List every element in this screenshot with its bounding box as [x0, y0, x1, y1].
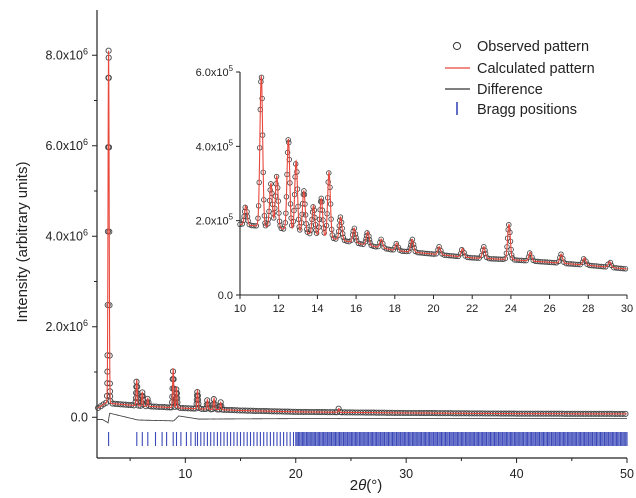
- inset-observed-point: [560, 255, 566, 262]
- inset-x-tick-label: 22: [466, 303, 478, 315]
- inset-observed-point: [481, 243, 487, 250]
- y-tick-label: 2.0x106: [45, 318, 88, 334]
- inset-observed-point: [579, 259, 586, 265]
- inset-observed-point: [392, 244, 398, 250]
- legend-observed-marker: [452, 41, 462, 51]
- inset-observed-point: [529, 254, 535, 261]
- inset-observed-point: [348, 237, 355, 243]
- inset-observed-point: [461, 249, 467, 256]
- x-axis-label: 2θ(°): [350, 477, 382, 494]
- inset-x-tick-label: 16: [350, 303, 362, 315]
- legend-bragg-label: Bragg positions: [477, 102, 577, 118]
- main-plot: 0.0 2.0x106 4.0x106 6.0x106 8.0x106 10 20 30 40 5…: [45, 10, 634, 481]
- y-axis-title: Intensity (arbitrary units): [14, 162, 31, 323]
- y-tick-label: 6.0x106: [45, 137, 88, 153]
- inset-observed-point: [239, 221, 246, 227]
- inset-observed-point: [330, 235, 337, 242]
- bragg-positions-series: [108, 431, 628, 446]
- inset-x-tick-label: 24: [505, 303, 517, 315]
- inset-observed-point: [395, 244, 402, 251]
- inset-y-tick-label: 2.0x105: [196, 213, 234, 228]
- inset-observed-point: [583, 258, 589, 265]
- inset-x-tick-label: 18: [389, 303, 401, 315]
- inset-plot: 0.0 2.0x105 4.0x105 6.0x105 10 12 14 16 18 20 22 24…: [196, 64, 634, 315]
- inset-y-tick-label: 6.0x105: [196, 64, 234, 79]
- inset-observed-point: [558, 251, 564, 257]
- inset-x-tick-label: 10: [234, 303, 246, 315]
- inset-observed-point: [278, 225, 284, 232]
- legend-observed-label: Observed pattern: [477, 39, 589, 55]
- inset-x-tick-label: 30: [621, 303, 633, 315]
- x-tick-label: 30: [399, 467, 413, 481]
- inset-x-tick-label: 28: [582, 303, 594, 315]
- observed-point: [335, 405, 342, 412]
- y-tick-label: 4.0x106: [45, 227, 88, 243]
- x-tick-label: 20: [289, 467, 303, 481]
- inset-observed-point: [502, 255, 509, 262]
- x-tick-label: 40: [510, 467, 524, 481]
- inset-observed-point: [409, 236, 416, 243]
- y-tick-label: 8.0x106: [45, 46, 88, 62]
- legend-difference-label: Difference: [477, 82, 543, 98]
- inset-observed-point: [607, 259, 614, 266]
- inset-x-tick-label: 14: [311, 303, 323, 315]
- inset-calculated-line: [239, 75, 627, 270]
- x-tick-label: 10: [178, 467, 192, 481]
- difference-line: [97, 412, 627, 424]
- inset-x-tick-label: 12: [273, 303, 285, 315]
- inset-observed-point: [438, 247, 444, 254]
- inset-x-tick-label: 26: [543, 303, 555, 315]
- calculated-pattern-line: [97, 50, 627, 415]
- x-tick-label: 50: [620, 467, 634, 481]
- legend-calculated-label: Calculated pattern: [477, 61, 595, 77]
- inset-observed-point: [555, 258, 562, 265]
- inset-observed-point: [306, 230, 313, 237]
- inset-x-tick-label: 20: [427, 303, 439, 315]
- legend: Observed pattern Calculated pattern Diff…: [445, 39, 595, 118]
- y-axis-label: Intensity (arbitrary units): [14, 162, 31, 323]
- inset-y-tick-label: 4.0x105: [196, 138, 234, 153]
- inset-observed-point: [393, 240, 399, 247]
- inset-observed-point: [380, 240, 386, 247]
- y-tick-label: 0.0: [71, 410, 88, 424]
- inset-observed-point: [351, 225, 358, 232]
- x-axis-title: 2θ(°): [350, 477, 382, 494]
- inset-observed-point: [526, 250, 533, 256]
- inset-y-tick-label: 0.0: [218, 290, 233, 302]
